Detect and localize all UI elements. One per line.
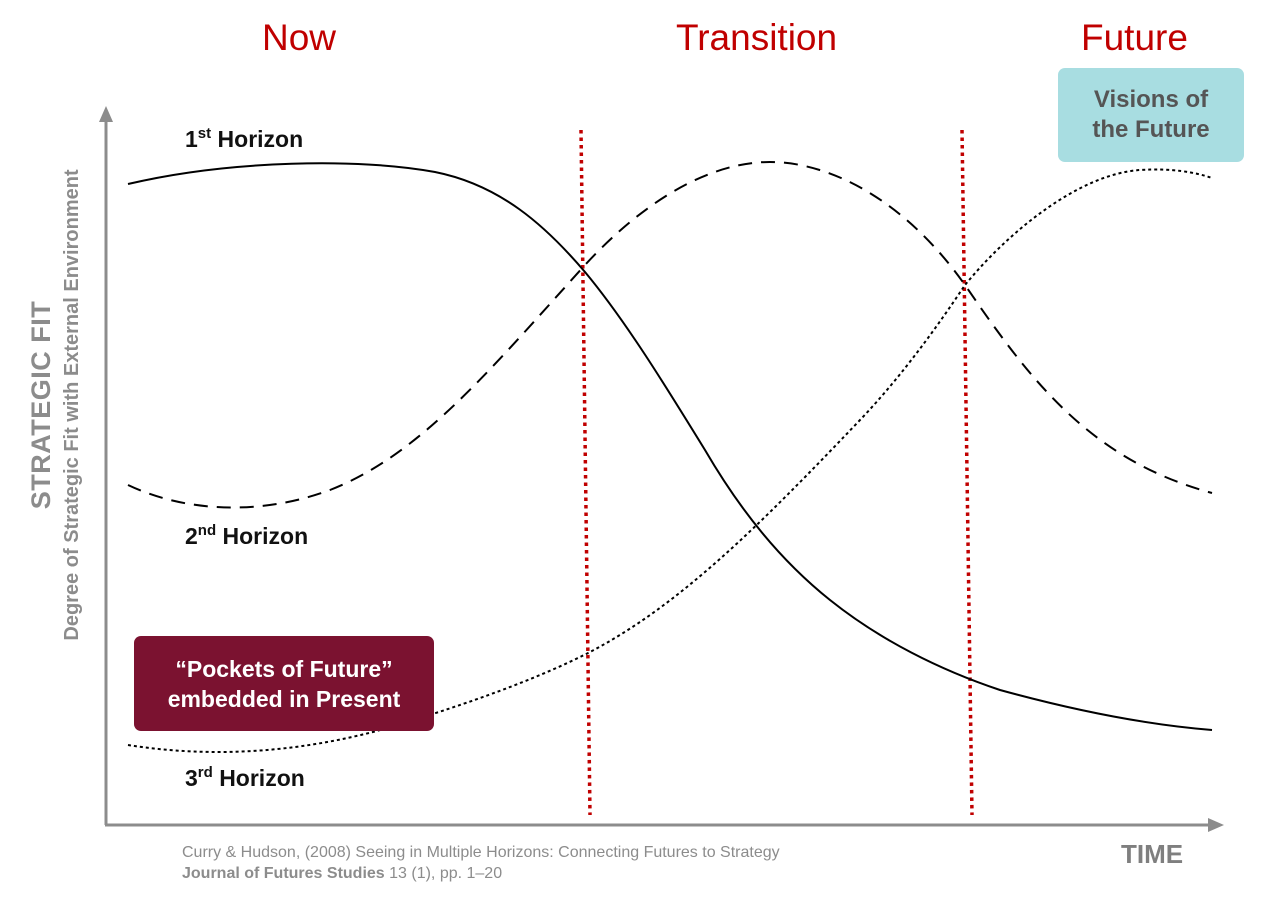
x-axis-arrowhead [1208, 818, 1224, 832]
second-horizon-number: 2 [185, 523, 198, 549]
pockets-line-1: “Pockets of Future” [175, 655, 393, 682]
visions-line-1: Visions of [1093, 86, 1209, 113]
visions-of-future-callout: Visions of the Future [1058, 68, 1244, 162]
second-horizon-word: Horizon [222, 523, 309, 549]
second-horizon-curve [127, 160, 1213, 509]
third-horizon-suffix: rd [197, 764, 213, 781]
y-axis-title: STRATEGIC FIT [26, 300, 56, 510]
first-horizon-word: Horizon [217, 126, 304, 152]
citation-details: 13 (1), pp. 1–20 [384, 865, 503, 882]
divider-transition-future [960, 129, 974, 816]
first-horizon-curve [127, 162, 1213, 731]
citation-journal: Journal of Futures Studies [182, 865, 385, 882]
third-horizon-number: 3 [185, 765, 198, 791]
pockets-line-2: embedded in Present [167, 685, 401, 712]
x-axis-title: TIME [1121, 839, 1184, 869]
visions-line-2: the Future [1092, 116, 1210, 143]
phase-label-transition: Transition [676, 17, 838, 58]
second-horizon-suffix: nd [197, 522, 217, 539]
divider-now-transition [579, 129, 592, 816]
y-axis-arrowhead [99, 106, 113, 122]
citation-line-1: Curry & Hudson, (2008) Seeing in Multipl… [182, 844, 780, 861]
phase-label-now: Now [262, 17, 337, 58]
second-horizon-label: 2nd Horizon [185, 522, 308, 550]
y-axis-subtitle: Degree of Strategic Fit with External En… [61, 169, 83, 641]
first-horizon-number: 1 [185, 126, 198, 152]
citation-line-2: Journal of Futures Studies 13 (1), pp. 1… [182, 863, 780, 884]
third-horizon-curve [127, 168, 1213, 753]
first-horizon-suffix: st [197, 125, 212, 142]
third-horizon-word: Horizon [219, 765, 305, 791]
first-horizon-label: 1st Horizon [185, 125, 303, 153]
third-horizon-label: 3rd Horizon [185, 764, 305, 792]
phase-label-future: Future [1081, 17, 1188, 58]
pockets-of-future-callout: “Pockets of Future” embedded in Present [134, 636, 434, 731]
citation: Curry & Hudson, (2008) Seeing in Multipl… [182, 842, 780, 884]
